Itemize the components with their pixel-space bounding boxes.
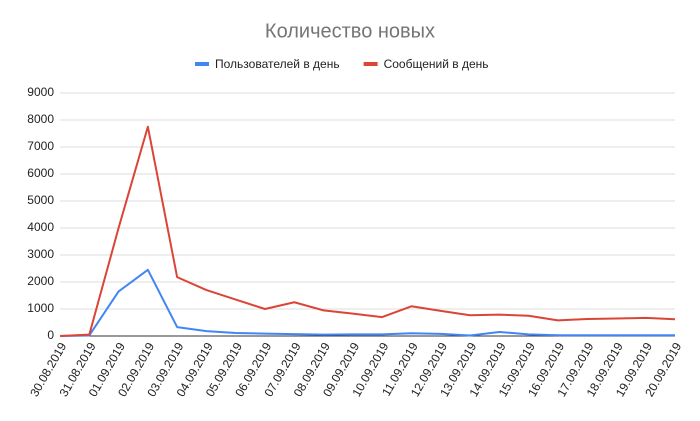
y-tick-label: 0 <box>47 328 54 342</box>
series-line <box>59 125 676 337</box>
legend-label: Пользователей в день <box>215 57 340 71</box>
y-tick-label: 6000 <box>27 166 54 180</box>
y-tick-label: 1000 <box>27 301 54 315</box>
y-tick-label: 5000 <box>27 193 54 207</box>
y-tick-label: 8000 <box>27 112 54 126</box>
y-tick-label: 7000 <box>27 139 54 153</box>
y-tick-label: 3000 <box>27 247 54 261</box>
series-line <box>59 268 675 337</box>
y-tick-label: 4000 <box>27 220 54 234</box>
chart-title: Количество новых <box>265 20 435 42</box>
y-tick-label: 2000 <box>27 274 54 288</box>
y-tick-label: 9000 <box>27 85 54 99</box>
legend-label: Сообщений в день <box>384 57 489 71</box>
